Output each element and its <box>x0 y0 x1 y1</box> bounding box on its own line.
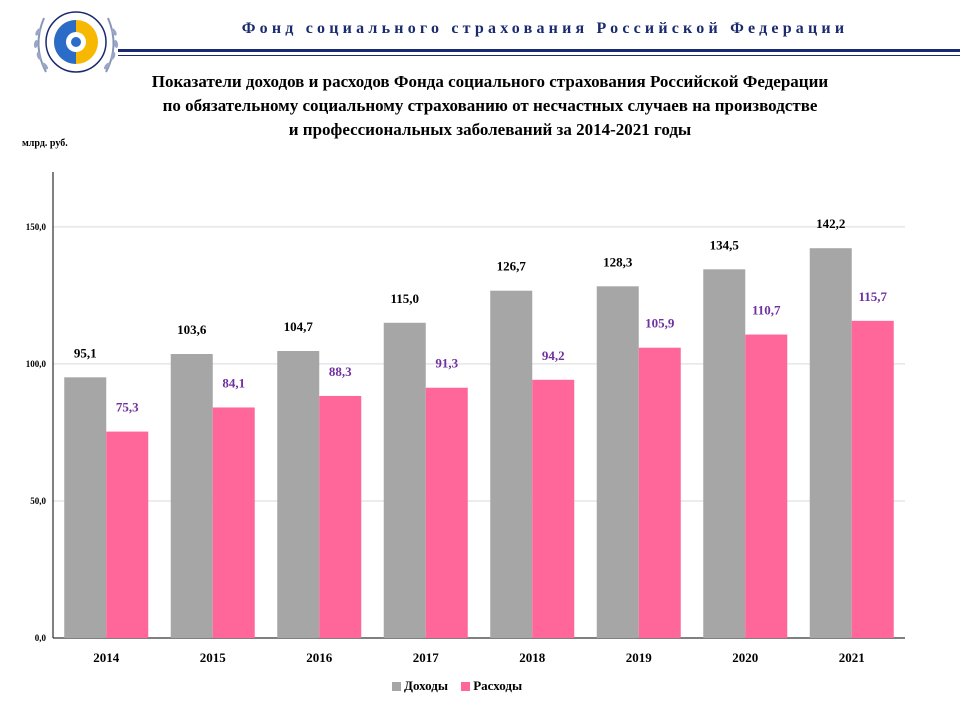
chart-title: Показатели доходов и расходов Фонда соци… <box>60 70 920 142</box>
chart-title-line-3: и профессиональных заболеваний за 2014-2… <box>288 120 692 139</box>
bar-income <box>490 290 533 638</box>
x-tick-label: 2020 <box>732 650 758 665</box>
bar-income <box>596 286 639 638</box>
legend-swatch-expenses <box>461 681 471 691</box>
data-label-expenses: 88,3 <box>329 364 352 379</box>
fss-emblem-icon <box>33 11 119 73</box>
bar-expenses <box>745 334 788 638</box>
bar-expenses <box>212 407 255 638</box>
data-label-income: 104,7 <box>284 319 314 334</box>
data-label-income: 126,7 <box>497 259 527 274</box>
x-tick-label: 2015 <box>200 650 227 665</box>
data-label-expenses: 94,2 <box>542 348 565 363</box>
legend-label-expenses: Расходы <box>473 678 523 693</box>
y-axis-unit-label: млрд. руб. <box>22 138 68 149</box>
bar-income <box>277 350 320 638</box>
bar-income <box>703 269 746 638</box>
y-tick-label: 50,0 <box>30 496 46 506</box>
data-label-expenses: 115,7 <box>858 289 887 304</box>
data-label-income: 134,5 <box>710 237 740 252</box>
data-label-expenses: 91,3 <box>435 356 458 371</box>
data-label-income: 103,6 <box>177 322 207 337</box>
data-label-income: 142,2 <box>816 216 845 231</box>
organization-name: Фонд социального страхования Российской … <box>241 20 849 37</box>
legend-item-income: Доходы <box>392 678 448 694</box>
y-tick-label: 100,0 <box>26 359 47 369</box>
data-label-income: 115,0 <box>390 291 419 306</box>
bar-expenses <box>425 387 468 638</box>
y-tick-label: 0,0 <box>35 633 47 643</box>
x-tick-label: 2017 <box>413 650 440 665</box>
x-tick-label: 2018 <box>519 650 546 665</box>
bar-expenses <box>319 395 362 638</box>
data-label-expenses: 75,3 <box>116 400 139 415</box>
header-rule-thin <box>118 55 960 56</box>
bar-income <box>170 354 213 638</box>
x-tick-label: 2016 <box>306 650 333 665</box>
data-label-expenses: 84,1 <box>222 375 245 390</box>
header-rule-thick <box>118 49 960 52</box>
data-label-income: 128,3 <box>603 254 633 269</box>
bar-income <box>809 248 852 638</box>
y-tick-label: 150,0 <box>26 222 47 232</box>
data-label-expenses: 110,7 <box>752 303 781 318</box>
bar-expenses <box>532 379 575 638</box>
chart-legend: Доходы Расходы <box>392 678 532 695</box>
legend-swatch-income <box>392 681 401 691</box>
data-label-income: 95,1 <box>74 345 97 360</box>
legend-item-expenses: Расходы <box>461 678 522 694</box>
chart-title-line-1: Показатели доходов и расходов Фонда соци… <box>151 72 829 91</box>
legend-label-income: Доходы <box>404 678 448 693</box>
bar-expenses <box>851 320 894 638</box>
chart-title-line-2: по обязательному социальному страхованию… <box>162 96 818 115</box>
x-tick-label: 2019 <box>626 650 653 665</box>
bar-income <box>64 377 107 638</box>
bar-income <box>383 322 426 638</box>
bar-expenses <box>106 431 149 638</box>
data-label-expenses: 105,9 <box>645 316 675 331</box>
bar-expenses <box>638 347 681 638</box>
x-tick-label: 2021 <box>839 650 865 665</box>
x-tick-label: 2014 <box>93 650 120 665</box>
